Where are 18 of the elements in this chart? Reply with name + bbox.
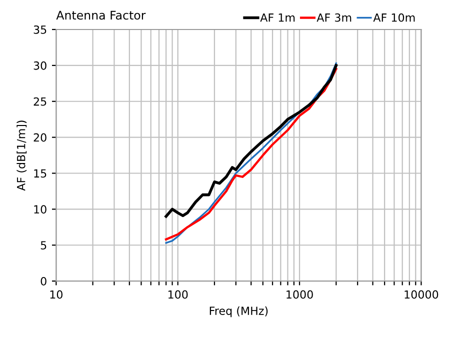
y-tick-label: 25	[34, 97, 46, 106]
legend-label: AF 10m	[373, 13, 415, 22]
y-tick-label: 30	[34, 61, 46, 70]
x-axis-title: Freq (MHz)	[210, 306, 268, 318]
x-tick-label: 1000	[286, 290, 313, 299]
chart-title: Antenna Factor	[56, 10, 146, 20]
legend-label: AF 3m	[316, 13, 352, 22]
y-tick-label: 20	[34, 133, 46, 142]
y-tick-label: 0	[40, 277, 46, 286]
y-tick-label: 35	[34, 25, 46, 34]
y-tick-label: 5	[40, 241, 46, 250]
x-tick-label: 10	[50, 290, 62, 299]
y-tick-label: 10	[34, 205, 46, 214]
legend-label: AF 1m	[260, 14, 295, 22]
y-axis-title: AF (dB[1/m])	[16, 120, 27, 191]
y-tick-label: 15	[34, 169, 46, 178]
x-tick-label: 100	[168, 290, 188, 299]
x-tick-label: 10000	[404, 290, 438, 299]
